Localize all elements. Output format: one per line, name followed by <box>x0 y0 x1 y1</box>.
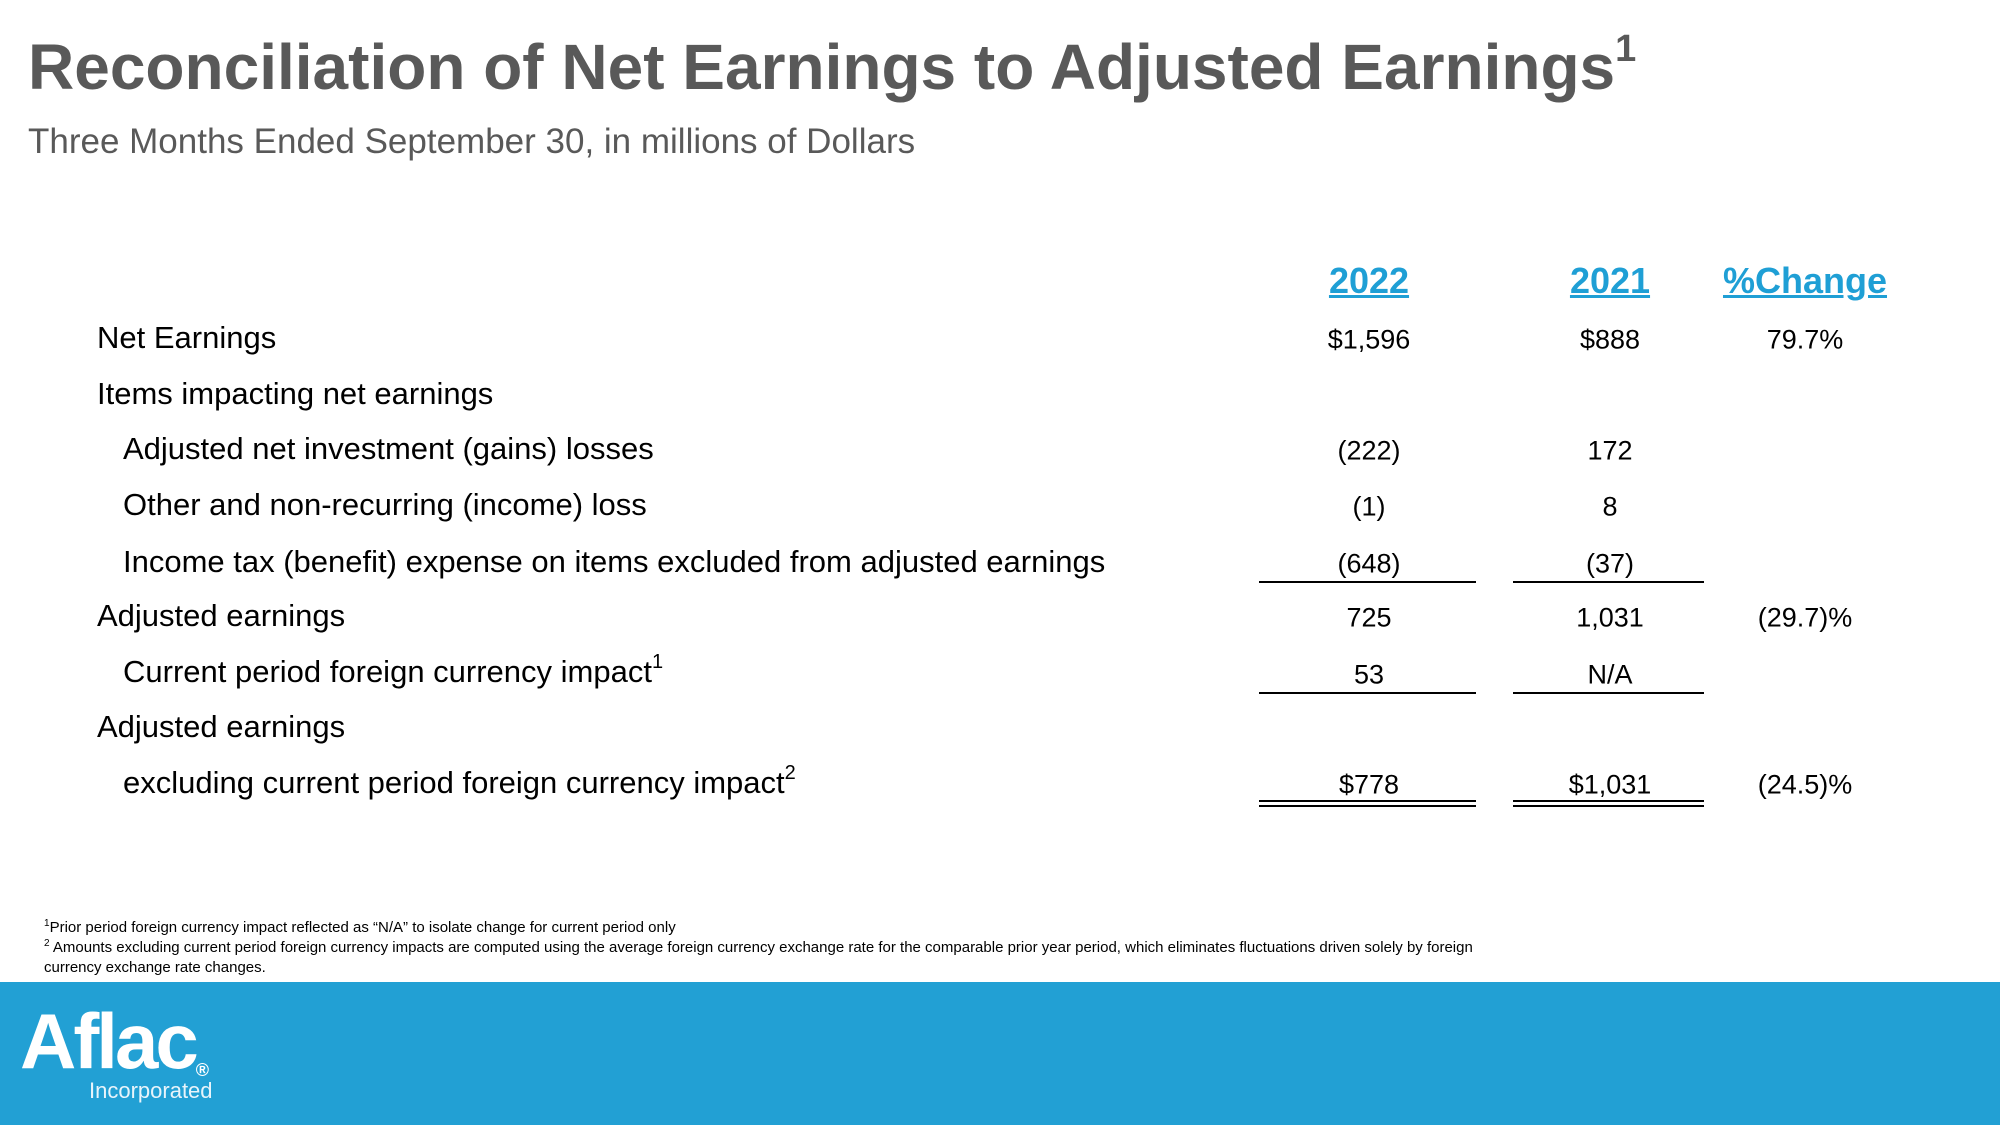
footnote-ref: 1 <box>651 651 664 673</box>
cell: 8 <box>1602 491 1618 522</box>
footnote: 2 Amounts excluding current period forei… <box>44 938 1484 978</box>
column-header: 2021 <box>1569 260 1651 301</box>
title-text: Reconciliation of Net Earnings to Adjust… <box>28 31 1616 103</box>
cell: 725 <box>1346 602 1392 633</box>
cell: 79.7% <box>1766 324 1844 355</box>
row-label: Current period foreign currency impact1 <box>123 651 664 690</box>
footer-band <box>0 982 2000 1125</box>
column-header: %Change <box>1722 260 1888 301</box>
cell: 172 <box>1587 435 1633 466</box>
footnote-text: Prior period foreign currency impact ref… <box>49 919 676 936</box>
row-label: Income tax (benefit) expense on items ex… <box>123 544 1106 579</box>
double-underline <box>1513 805 1704 807</box>
footnote-ref: 2 <box>784 762 796 784</box>
footnote-mark: 1 <box>44 918 50 929</box>
footnote-mark: 2 <box>44 938 50 949</box>
row-label: Adjusted net investment (gains) losses <box>123 431 654 466</box>
row-label-text: excluding current period foreign currenc… <box>123 765 785 800</box>
title-footnote: 1 <box>1615 28 1637 70</box>
row-label: Adjusted earnings <box>97 598 346 633</box>
cell: 53 <box>1353 659 1385 690</box>
cell: $778 <box>1338 769 1400 800</box>
cell: $1,596 <box>1327 324 1411 355</box>
row-label: Adjusted earnings <box>97 709 346 744</box>
row-label-text: Current period foreign currency impact <box>123 654 652 689</box>
double-underline <box>1513 800 1704 802</box>
column-header: 2022 <box>1328 260 1410 301</box>
logo-text: Aflac <box>20 997 199 1085</box>
row-label: Items impacting net earnings <box>97 376 494 411</box>
logo: Aflac® <box>20 996 209 1087</box>
cell: $1,031 <box>1568 769 1652 800</box>
row-label: excluding current period foreign currenc… <box>123 762 796 801</box>
title: Reconciliation of Net Earnings to Adjust… <box>28 30 1636 104</box>
footnote: 1Prior period foreign currency impact re… <box>44 918 1484 938</box>
underline <box>1259 581 1476 583</box>
cell: (24.5)% <box>1757 769 1853 800</box>
cell: (29.7)% <box>1757 602 1853 633</box>
underline <box>1513 692 1704 694</box>
row-label: Other and non-recurring (income) loss <box>123 487 647 522</box>
underline <box>1513 581 1704 583</box>
underline <box>1259 692 1476 694</box>
logo-tagline: Incorporated <box>89 1078 213 1103</box>
cell: N/A <box>1587 659 1633 690</box>
double-underline <box>1259 805 1476 807</box>
footnote-text: Amounts excluding current period foreign… <box>44 939 1473 976</box>
logo-mark: ® <box>195 1060 209 1080</box>
cell: (1) <box>1352 491 1386 522</box>
double-underline <box>1259 800 1476 802</box>
cell: (648) <box>1337 548 1401 579</box>
cell: $888 <box>1579 324 1641 355</box>
cell: (222) <box>1337 435 1401 466</box>
cell: (37) <box>1585 548 1635 579</box>
footnotes: 1Prior period foreign currency impact re… <box>44 918 1484 978</box>
row-label: Net Earnings <box>97 320 277 355</box>
cell: 1,031 <box>1576 602 1644 633</box>
subtitle: Three Months Ended September 30, in mill… <box>28 122 916 161</box>
